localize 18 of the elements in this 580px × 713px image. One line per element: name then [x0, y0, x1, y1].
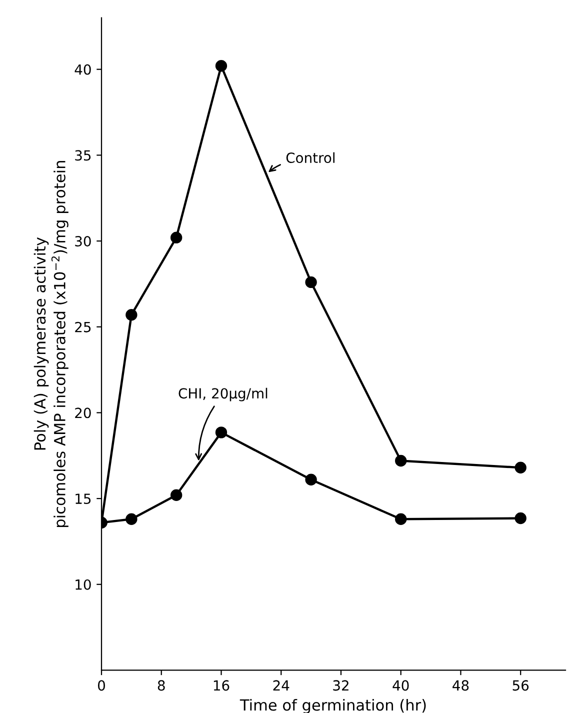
y-tick-label: 30 [75, 236, 91, 246]
text: CHI, 20µg/ml [178, 388, 268, 402]
series-label: Control [286, 152, 334, 164]
y-axis-title: Poly (A) polymerase activity picomoles AMP incorporated (x10$^{−2}$)/mg protein [34, 161, 68, 527]
y-tick-label: 40 [74, 64, 91, 75]
y-tick-label: 25 [75, 322, 91, 332]
y-tick-label: 10 [76, 579, 91, 590]
x-tick-label: 16 [214, 680, 230, 691]
x-tick-label: 32 [333, 680, 348, 691]
x-tick-label: 40 [392, 680, 409, 691]
x-tick-label: 56 [512, 680, 529, 691]
x-tick-label: 24 [273, 680, 290, 690]
y-tick-label: 20 [75, 408, 91, 418]
y-tick-label: 15 [76, 494, 91, 504]
x-tick-label: 0 [98, 680, 105, 691]
y-tick-label: 35 [75, 150, 91, 161]
x-tick-label: 48 [452, 680, 469, 691]
x-tick-label: 8 [158, 680, 165, 691]
